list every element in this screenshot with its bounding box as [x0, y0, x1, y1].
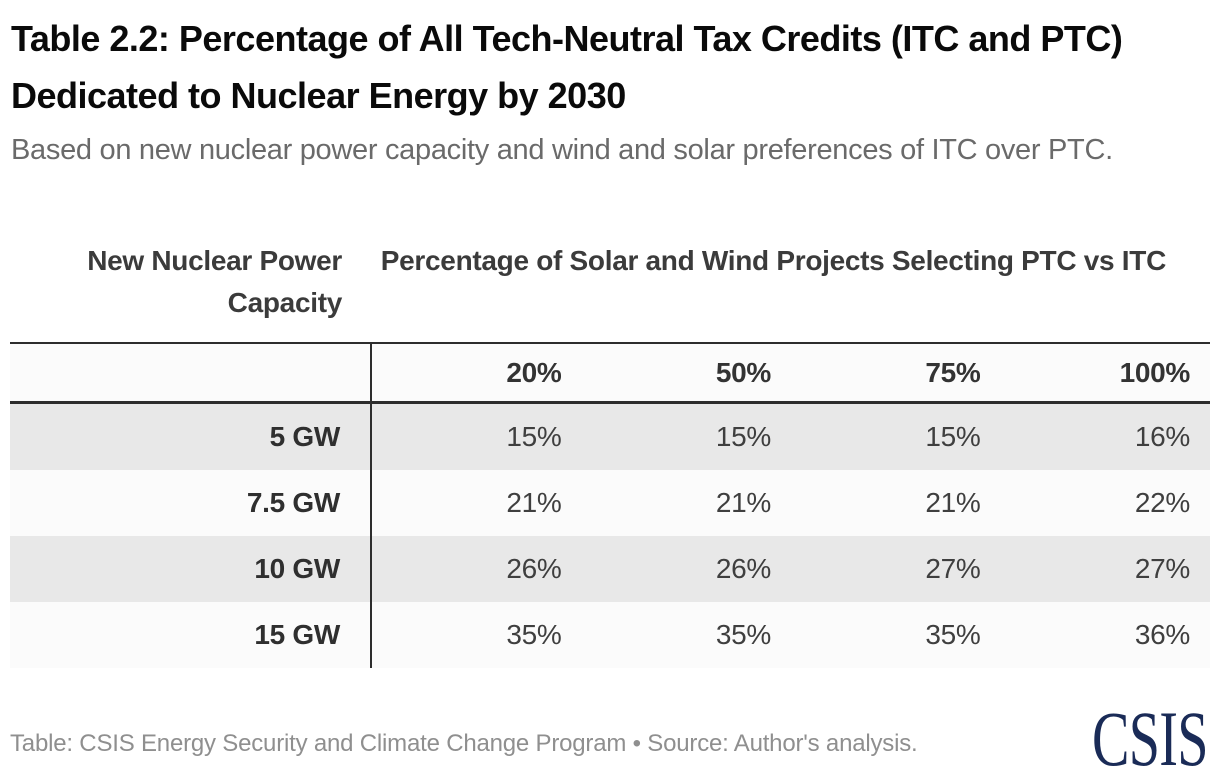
cell-value: 15%	[506, 421, 562, 452]
table-row-10gw: 10 GW 26% 26% 27% 27%	[10, 536, 1210, 602]
column-header-75: 75%	[925, 356, 981, 388]
cell-value: 21%	[506, 487, 562, 518]
cell-value: 21%	[925, 487, 981, 518]
table-row-7-5gw: 7.5 GW 21% 21% 21% 22%	[10, 470, 1210, 536]
page-title: Table 2.2: Percentage of All Tech-Neutra…	[11, 18, 1123, 116]
row-label: 10 GW	[10, 536, 372, 602]
cell-value: 21%	[715, 487, 771, 518]
row-label: 7.5 GW	[10, 470, 372, 536]
cell-value: 36%	[1134, 619, 1190, 650]
page-subtitle: Based on new nuclear power capacity and …	[11, 134, 1113, 166]
row-label: 15 GW	[10, 602, 372, 668]
table-row-15gw: 15 GW 35% 35% 35% 36%	[10, 602, 1210, 668]
cell-value: 27%	[925, 553, 981, 584]
cell-value: 16%	[1134, 421, 1190, 452]
group-header-nuclear-capacity: New Nuclear Power Capacity	[87, 245, 342, 318]
cell-value: 26%	[506, 553, 562, 584]
csis-logo: CSIS	[1092, 695, 1208, 774]
source-credit: Table: CSIS Energy Security and Climate …	[10, 730, 918, 757]
column-group-header-row: New Nuclear Power Capacity Percentage of…	[10, 240, 1210, 342]
cell-value: 26%	[715, 553, 771, 584]
row-label: 5 GW	[10, 404, 372, 470]
column-header-20: 20%	[506, 356, 562, 388]
figure-footer: Table: CSIS Energy Security and Climate …	[10, 695, 1209, 774]
cell-value: 27%	[1134, 553, 1190, 584]
cell-value: 15%	[715, 421, 771, 452]
column-header-row: 20% 50% 75% 100%	[10, 344, 1210, 404]
cell-value: 22%	[1134, 487, 1190, 518]
cell-value: 35%	[925, 619, 981, 650]
cell-value: 35%	[506, 619, 562, 650]
data-table: 20% 50% 75% 100% 5 GW 15% 15% 15% 16% 7.…	[10, 342, 1210, 668]
column-header-100: 100%	[1119, 356, 1191, 388]
table-row-5gw: 5 GW 15% 15% 15% 16%	[10, 404, 1210, 470]
cell-value: 35%	[715, 619, 771, 650]
column-header-empty	[10, 344, 372, 401]
column-header-50: 50%	[715, 356, 771, 388]
cell-value: 15%	[925, 421, 981, 452]
group-header-ptc-vs-itc: Percentage of Solar and Wind Projects Se…	[380, 245, 1167, 276]
